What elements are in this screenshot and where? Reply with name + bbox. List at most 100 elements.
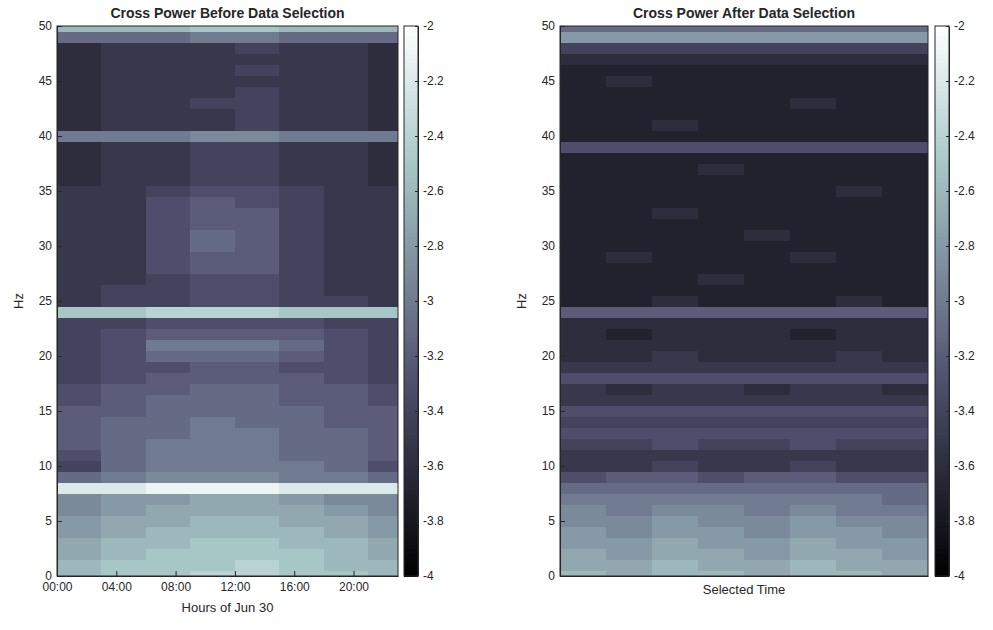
heatmap-cell [836, 285, 883, 297]
heatmap-cell [235, 285, 280, 297]
heatmap-cell [279, 351, 324, 363]
heatmap-cell [698, 164, 745, 176]
heatmap-cell [324, 241, 369, 253]
colorbar-tick-mark [946, 81, 949, 82]
heatmap-cell [146, 516, 191, 528]
colorbar-swatch [404, 526, 418, 531]
heatmap-cell [324, 109, 369, 121]
heatmap-cell [652, 560, 699, 572]
colorbar-swatch [935, 480, 949, 485]
colorbar-swatch [404, 296, 418, 301]
colorbar-swatch [935, 406, 949, 411]
colorbar-swatch [935, 150, 949, 155]
heatmap-cell [101, 120, 146, 132]
heatmap-cell [190, 571, 235, 577]
colorbar-swatch [404, 40, 418, 45]
heatmap-cell [190, 153, 235, 165]
colorbar-swatch [935, 310, 949, 315]
heatmap-cell [235, 461, 280, 473]
colorbar-swatch [935, 223, 949, 228]
heatmap-cell [560, 109, 607, 121]
heatmap-cell [101, 538, 146, 550]
heatmap-cell [560, 483, 607, 495]
heatmap-cell [882, 54, 928, 66]
heatmap-cell [368, 362, 398, 374]
heatmap-cell [57, 230, 102, 242]
colorbar-swatch [404, 264, 418, 269]
colorbar-swatch [404, 63, 418, 68]
heatmap-cell [744, 483, 791, 495]
heatmap-cell [57, 362, 102, 374]
colorbar-tick-mark [415, 356, 418, 357]
heatmap-cell [279, 329, 324, 341]
colorbar-swatch [935, 26, 949, 31]
heatmap-cell [836, 340, 883, 352]
heatmap-cell [698, 307, 745, 319]
panel: 0510152025303540455000:0004:0008:0012:00… [11, 5, 444, 615]
plot-frame [57, 26, 398, 576]
y-tick: 10 [542, 459, 565, 473]
heatmap-cell [101, 208, 146, 220]
colorbar-swatch [404, 384, 418, 389]
colorbar-swatch [404, 319, 418, 324]
heatmap-cell [606, 87, 653, 99]
heatmap-cell [146, 560, 191, 572]
heatmap-cell [606, 318, 653, 330]
colorbar-swatch [935, 246, 949, 251]
x-tick-mark [235, 571, 236, 576]
heatmap-cell [560, 274, 607, 286]
colorbar-swatch [935, 251, 949, 256]
heatmap-cell [57, 120, 102, 132]
x-tick: 12:00 [220, 571, 250, 594]
heatmap-cell [606, 263, 653, 275]
heatmap-cell [836, 373, 883, 385]
heatmap-cell [324, 219, 369, 231]
heatmap-cell [190, 43, 235, 55]
heatmap-cell [882, 483, 928, 495]
heatmap-cell [606, 395, 653, 407]
heatmap-cell [836, 428, 883, 440]
colorbar-swatch [935, 425, 949, 430]
colorbar-swatch [404, 507, 418, 512]
heatmap-cell [560, 285, 607, 297]
heatmap-cell [235, 384, 280, 396]
heatmap-cell [146, 230, 191, 242]
colorbar-swatch [935, 72, 949, 77]
heatmap-cell [101, 263, 146, 275]
heatmap-cell [368, 549, 398, 561]
heatmap-cell [560, 571, 607, 577]
heatmap-cell [882, 362, 928, 374]
heatmap-cell [882, 241, 928, 253]
heatmap-cell [560, 549, 607, 561]
y-tick: 40 [39, 129, 62, 143]
heatmap-cell [101, 54, 146, 66]
y-tick-label: 45 [542, 74, 556, 88]
heatmap-cell [368, 395, 398, 407]
colorbar-swatch [404, 329, 418, 334]
heatmap-cell [606, 76, 653, 88]
heatmap-cell [698, 109, 745, 121]
heatmap-cell [324, 54, 369, 66]
heatmap-cell [882, 98, 928, 110]
heatmap-cell [560, 230, 607, 242]
colorbar-swatch [935, 397, 949, 402]
heatmap-cell [101, 417, 146, 429]
heatmap-cell [190, 285, 235, 297]
heatmap-cell [235, 241, 280, 253]
x-axis-title: Selected Time [703, 582, 785, 597]
heatmap-cell [279, 120, 324, 132]
x-tick: 00:00 [42, 571, 72, 594]
colorbar-swatch [935, 228, 949, 233]
heatmap-cell [652, 461, 699, 473]
colorbar-tick-mark [946, 191, 949, 192]
heatmap-cell [652, 417, 699, 429]
colorbar-tick: -3.6 [415, 459, 444, 473]
y-tick-label: 5 [45, 514, 52, 528]
colorbar-swatch [935, 443, 949, 448]
heatmap-cell [368, 208, 398, 220]
heatmap-cell [652, 197, 699, 209]
colorbar-swatch [935, 232, 949, 237]
heatmap-cell [368, 505, 398, 517]
colorbar-swatch [404, 255, 418, 260]
heatmap-cell [790, 76, 837, 88]
